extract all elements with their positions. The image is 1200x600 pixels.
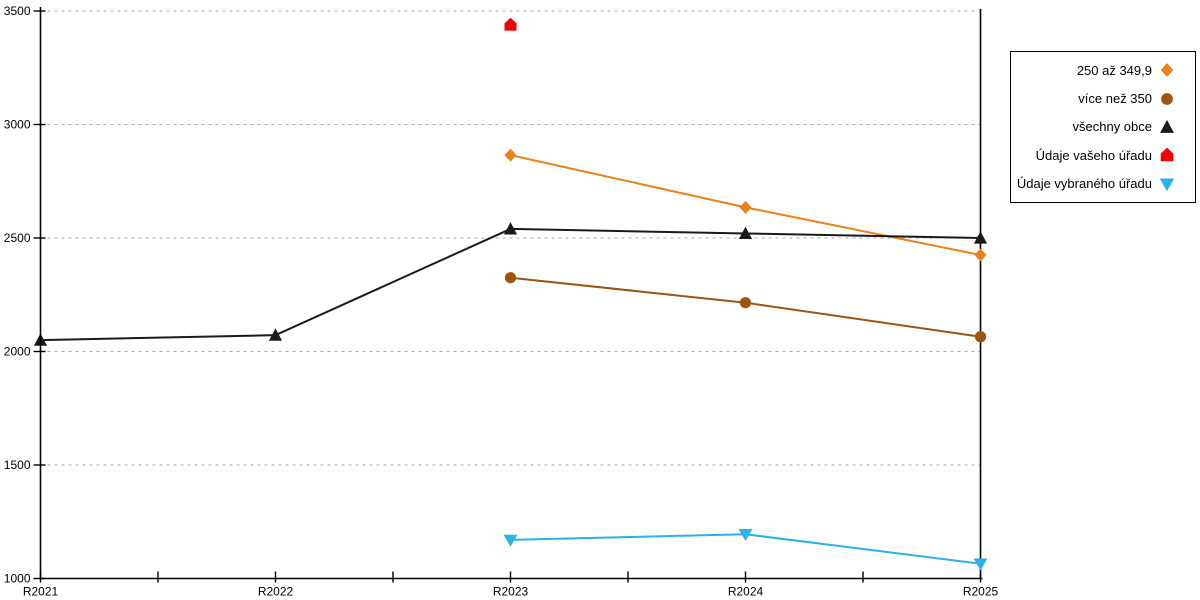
data-point-marker: [974, 248, 987, 262]
legend-item: Údaje vybraného úřadu: [1017, 170, 1175, 198]
data-point-marker: [738, 529, 753, 542]
legend-item: Údaje vašeho úřadu: [1017, 141, 1175, 169]
x-tick-label: R2022: [258, 585, 294, 599]
data-point-marker: [739, 297, 752, 309]
data-point-marker: [503, 534, 518, 547]
triangle-up-marker-icon: [1160, 119, 1174, 133]
legend-label: Údaje vašeho úřadu: [1035, 147, 1152, 163]
y-tick-label: 1000: [4, 572, 31, 586]
x-tick-label: R2024: [728, 585, 764, 599]
legend-label: 250 až 349,9: [1076, 62, 1152, 78]
diamond-marker-icon: [1160, 63, 1174, 78]
legend-item: 250 až 349,9: [1017, 56, 1175, 84]
y-tick-label: 3000: [4, 118, 31, 132]
pentagon-marker-icon: [1160, 148, 1174, 162]
legend-label: všechny obce: [1072, 119, 1153, 135]
triangle-down-marker-icon: [1159, 178, 1175, 191]
chart-legend: 250 až 349,9 více než 350 všechny obce Ú…: [1010, 51, 1196, 203]
data-point-marker: [504, 272, 517, 284]
x-tick-label: R2023: [493, 585, 529, 599]
legend-item: všechny obce: [1017, 113, 1175, 141]
data-point-marker: [1160, 63, 1174, 78]
data-point-marker: [503, 222, 518, 235]
data-point-marker: [1159, 178, 1175, 191]
data-point-marker: [504, 17, 517, 31]
x-tick-label: R2021: [23, 585, 59, 599]
y-tick-label: 3500: [4, 4, 31, 18]
data-point-marker: [504, 148, 517, 162]
data-point-marker: [974, 331, 987, 343]
data-point-marker: [1160, 119, 1174, 133]
legend-item: více než 350: [1017, 85, 1175, 113]
data-point-marker: [973, 558, 988, 571]
data-point-marker: [973, 231, 988, 244]
data-point-marker: [268, 328, 283, 341]
data-point-marker: [1161, 92, 1173, 105]
y-tick-label: 2500: [4, 231, 31, 245]
data-point-marker: [739, 200, 752, 214]
x-tick-label: R2025: [963, 585, 999, 599]
y-tick-label: 1500: [4, 458, 31, 472]
legend-label: Údaje vybraného úřadu: [1016, 176, 1152, 192]
legend-label: více než 350: [1078, 91, 1152, 107]
series-line-2: [40, 227, 981, 342]
y-tick-label: 2000: [4, 345, 31, 359]
data-point-marker: [738, 226, 753, 240]
circle-marker-icon: [1161, 92, 1173, 105]
data-point-marker: [1160, 148, 1174, 162]
